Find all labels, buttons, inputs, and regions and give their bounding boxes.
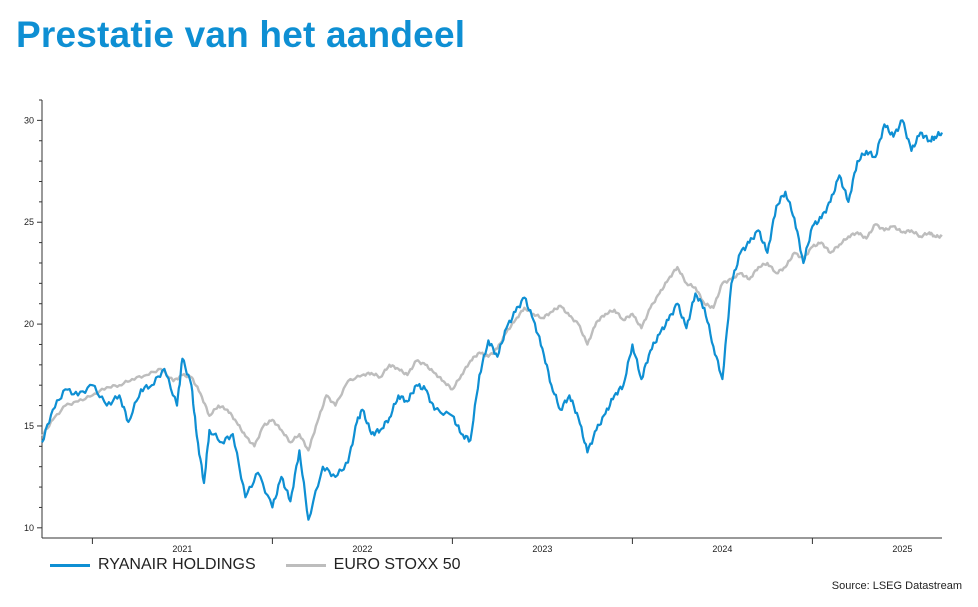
- x-tick-label: 2022: [352, 544, 372, 554]
- legend-swatch-ryanair: [50, 563, 90, 567]
- legend-item-euro-stoxx: EURO STOXX 50: [285, 556, 461, 574]
- x-tick-label: 2023: [532, 544, 552, 554]
- source-note: Source: LSEG Datastream: [831, 580, 962, 592]
- x-tick-label: 2024: [712, 544, 732, 554]
- chart-legend: RYANAIR HOLDINGS EURO STOXX 50: [50, 556, 491, 574]
- y-tick-label: 20: [24, 319, 34, 329]
- y-tick-label: 10: [24, 523, 34, 533]
- x-tick-label: 2021: [172, 544, 192, 554]
- y-tick-label: 30: [24, 115, 34, 125]
- x-tick-label: 2025: [892, 544, 912, 554]
- page-title: Prestatie van het aandeel: [16, 14, 466, 55]
- legend-label-ryanair: RYANAIR HOLDINGS: [98, 556, 256, 573]
- series-layer: [41, 119, 943, 521]
- legend-label-euro-stoxx: EURO STOXX 50: [333, 556, 461, 573]
- series-euro-stoxx: [41, 223, 943, 452]
- legend-swatch-euro-stoxx: [285, 563, 326, 567]
- legend-item-ryanair: RYANAIR HOLDINGS: [50, 556, 256, 574]
- y-tick-label: 25: [24, 217, 34, 227]
- series-ryanair: [41, 119, 943, 521]
- y-tick-label: 15: [24, 421, 34, 431]
